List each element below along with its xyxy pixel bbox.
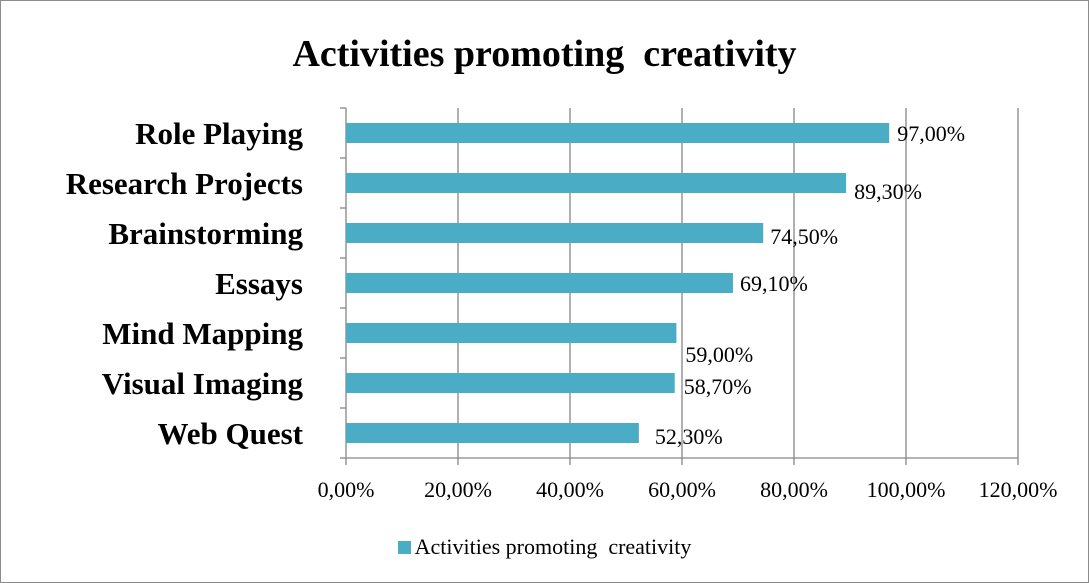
category-label: Visual Imaging: [102, 366, 304, 401]
chart-title: Activities promoting creativity: [292, 33, 797, 75]
category-label: Brainstorming: [108, 216, 303, 251]
bar: [346, 223, 764, 243]
x-tick-label: 100,00%: [867, 477, 946, 502]
x-tick-label: 80,00%: [760, 477, 828, 502]
category-label: Research Projects: [66, 166, 303, 201]
bar: [346, 323, 677, 343]
data-label: 97,00%: [897, 121, 965, 146]
legend-label: Activities promoting creativity: [414, 534, 692, 559]
x-tick-label: 120,00%: [979, 477, 1058, 502]
data-label: 89,30%: [854, 179, 922, 204]
legend: Activities promoting creativity: [0, 534, 1089, 560]
bar: [346, 373, 675, 393]
x-tick-label: 60,00%: [648, 477, 716, 502]
bar: [346, 123, 890, 143]
data-label: 59,00%: [685, 342, 753, 367]
bar: [346, 273, 733, 293]
category-label: Web Quest: [157, 416, 303, 451]
bars: [346, 123, 890, 443]
data-label: 74,50%: [770, 224, 838, 249]
bar: [346, 423, 639, 443]
data-label: 52,30%: [655, 424, 723, 449]
x-tick-label: 20,00%: [424, 477, 492, 502]
labels: 0,00% 20,00% 40,00% 60,00% 80,00% 100,00% 120,…: [66, 116, 1058, 502]
legend-swatch: [397, 541, 411, 554]
data-label: 69,10%: [740, 271, 808, 296]
category-label: Essays: [215, 266, 303, 301]
x-tick-label: 40,00%: [536, 477, 604, 502]
data-label: 58,70%: [684, 374, 752, 399]
category-label: Role Playing: [135, 116, 303, 151]
bar: [346, 173, 847, 193]
x-tick-label: 0,00%: [318, 477, 375, 502]
category-label: Mind Mapping: [102, 316, 303, 351]
